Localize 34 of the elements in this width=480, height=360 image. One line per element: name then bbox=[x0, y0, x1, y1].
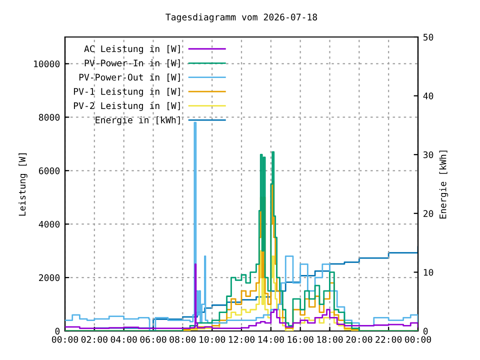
x-tick-label: 16:00 bbox=[288, 336, 314, 343]
y-tick-label: 4000 bbox=[38, 220, 60, 228]
legend-label: PV-1 Leistung in [W] bbox=[74, 88, 180, 97]
y2-tick-label: 30 bbox=[423, 151, 434, 158]
x-tick-label: 22:00 bbox=[376, 336, 402, 343]
x-tick-label: 06:00 bbox=[140, 336, 166, 343]
x-tick-label: 12:00 bbox=[228, 336, 255, 343]
y2-axis-title: Energie [kWh] bbox=[439, 150, 448, 218]
x-tick-label: 00:00 bbox=[405, 336, 432, 343]
y2-tick-label: 10 bbox=[424, 268, 434, 276]
x-tick-label: 08:00 bbox=[170, 336, 196, 343]
legend-label: PV-Power-Out in [W] bbox=[79, 74, 180, 82]
y-axis-title: Leistung [W] bbox=[18, 153, 28, 216]
y2-tick-label: 20 bbox=[424, 210, 434, 217]
y-tick-label: 2000 bbox=[39, 274, 60, 282]
x-tick-label: 10:00 bbox=[200, 336, 226, 343]
x-tick-label: 14:00 bbox=[258, 336, 284, 343]
legend-label: PV-2 Leistung in [W] bbox=[74, 102, 180, 111]
x-tick-label: 02:00 bbox=[81, 336, 108, 343]
x-tick-label: 20:00 bbox=[346, 336, 372, 343]
legend-label: AC Leistung in [W] bbox=[84, 45, 180, 54]
legend-label: PV-Power-In in [W] bbox=[84, 59, 180, 68]
y2-tick-label: 0 bbox=[423, 328, 428, 335]
chart-title: Tagesdiagramm vom 2026-07-18 bbox=[166, 13, 318, 22]
legend-label: Energie in [kWh] bbox=[96, 116, 180, 126]
y2-tick-label: 40 bbox=[423, 92, 434, 100]
x-tick-label: 04:00 bbox=[110, 336, 137, 343]
y-tick-label: 8000 bbox=[38, 114, 60, 121]
y-tick-label: 0 bbox=[55, 328, 60, 335]
y-tick-label: 10000 bbox=[34, 60, 60, 68]
y2-tick-label: 50 bbox=[423, 34, 434, 41]
y-tick-label: 6000 bbox=[38, 167, 60, 174]
x-tick-label: 00:00 bbox=[52, 336, 78, 343]
x-tick-label: 18:00 bbox=[317, 336, 343, 343]
